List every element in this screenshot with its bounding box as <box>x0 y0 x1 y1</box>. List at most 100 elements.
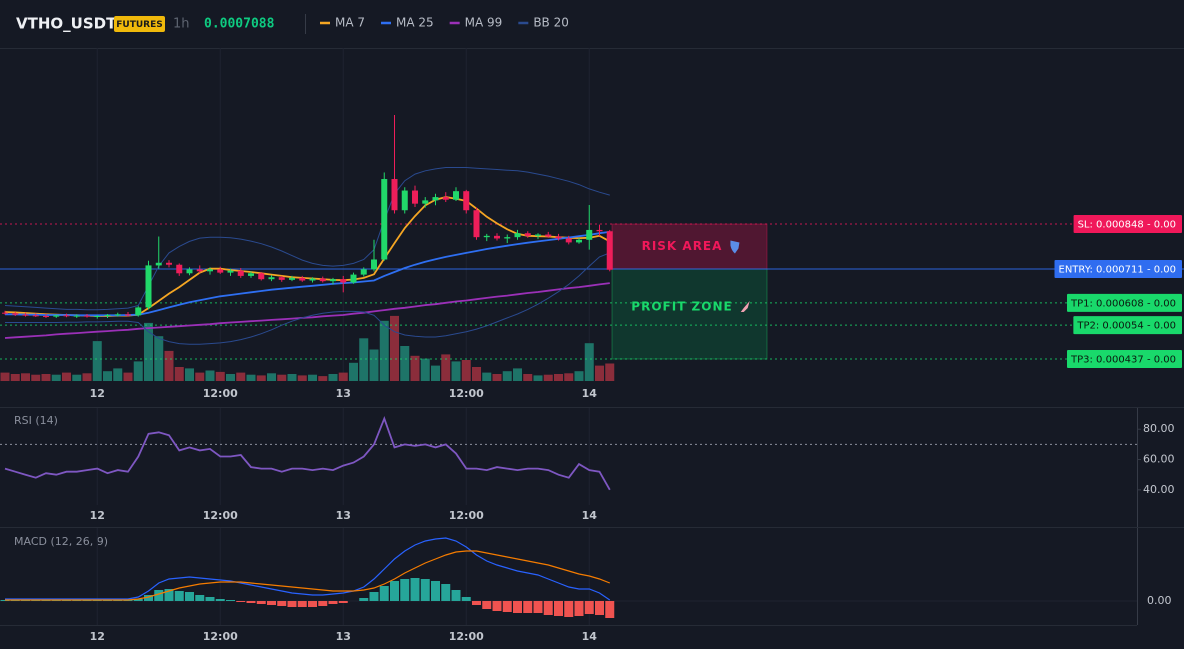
x-tick-label: 12:00 <box>449 509 484 522</box>
candle-body <box>207 269 213 272</box>
histogram-bar <box>451 590 461 601</box>
candle-body <box>391 179 398 211</box>
legend-label: BB 20 <box>533 16 569 30</box>
volume-bar <box>185 368 194 381</box>
candle-body <box>135 307 142 316</box>
candle-body <box>145 265 152 308</box>
zone-label: PROFIT ZONE <box>631 300 732 314</box>
volume-bar <box>543 374 553 381</box>
legend-label: MA 25 <box>396 16 434 30</box>
level-tag <box>1073 215 1182 234</box>
volume-bar <box>359 338 369 381</box>
histogram-bar <box>154 590 164 601</box>
volume-bar <box>554 374 563 381</box>
candle-body <box>217 269 224 273</box>
x-tick-label: 13 <box>336 509 351 522</box>
candle-body <box>576 239 582 243</box>
level-tag <box>1073 316 1182 335</box>
candle-body <box>248 273 254 276</box>
candle-body <box>73 315 80 317</box>
candle-body <box>32 315 39 317</box>
candle-body <box>268 277 275 280</box>
histogram-bar <box>205 597 215 601</box>
histogram-bar <box>564 601 574 617</box>
histogram-bar <box>226 600 235 601</box>
candle-body <box>186 269 193 274</box>
histogram-bar <box>328 601 338 604</box>
candle-body <box>53 315 60 317</box>
x-tick-label: 12:00 <box>203 387 238 400</box>
level-label: TP3: 0.000437 - 0.00 <box>1070 354 1176 365</box>
zone-label: RISK AREA <box>642 239 723 253</box>
zone-box <box>611 268 768 360</box>
volume-bar <box>103 371 112 381</box>
histogram-bar <box>174 591 184 601</box>
histogram-bar <box>287 601 297 607</box>
candle-body <box>596 229 603 232</box>
histogram-bar <box>164 589 174 601</box>
candle-body <box>330 279 336 282</box>
candle-body <box>309 278 316 281</box>
histogram-bar <box>420 579 430 601</box>
volume-bar <box>72 374 82 381</box>
x-tick-label: 13 <box>336 630 351 643</box>
candle-body <box>565 238 572 243</box>
symbol: VTHO_USDT <box>16 15 117 33</box>
candle-body <box>289 277 295 280</box>
macd-line <box>5 537 611 601</box>
candle-body <box>12 313 19 315</box>
volume-bar <box>62 372 71 381</box>
candle-body <box>586 229 593 240</box>
level-label: TP1: 0.000608 - 0.00 <box>1070 298 1176 309</box>
indicator-line <box>4 167 610 311</box>
volume-bar <box>10 374 20 381</box>
histogram-bar <box>379 586 389 601</box>
x-tick-label: 13 <box>336 387 351 400</box>
volume-bar <box>51 374 61 381</box>
volume-bar <box>297 375 307 381</box>
pane-title: RSI (14) <box>14 414 58 427</box>
candle-body <box>114 314 121 316</box>
candle-body <box>43 315 49 317</box>
histogram-bar <box>461 597 471 601</box>
candle-body <box>155 262 162 266</box>
x-tick-label: 14 <box>582 387 598 400</box>
y-tick-label: 40.00 <box>1143 483 1175 496</box>
volume-bar <box>564 373 574 381</box>
candle-body <box>350 274 357 283</box>
volume-bar <box>133 361 143 381</box>
histogram-bar <box>133 599 143 601</box>
candle-body <box>237 270 244 276</box>
histogram-bar <box>523 601 533 613</box>
legend-label: MA 7 <box>335 16 365 30</box>
candle-body <box>555 236 562 239</box>
pane-title: MACD (12, 26, 9) <box>14 535 108 548</box>
candle-body <box>381 179 388 260</box>
rocket-icon <box>740 301 750 313</box>
candle-body <box>401 190 408 211</box>
volume-bar <box>123 372 133 381</box>
volume-bar <box>605 363 615 381</box>
histogram-bar <box>472 601 481 605</box>
candle-body <box>176 264 183 274</box>
candle-body <box>196 269 203 272</box>
candle-body <box>494 235 500 239</box>
candle-body <box>63 315 70 317</box>
level-tag <box>1067 349 1182 368</box>
histogram-bar <box>318 601 328 606</box>
candle-body <box>371 259 377 270</box>
candle-body <box>473 210 480 238</box>
volume-bar <box>236 372 246 381</box>
candle-body <box>166 262 172 265</box>
histogram-bar <box>584 601 594 614</box>
histogram-bar <box>441 584 451 601</box>
candle-body <box>535 234 541 236</box>
volume-bar <box>174 367 184 381</box>
volume-bar <box>41 374 51 381</box>
level-tag <box>1054 260 1182 279</box>
volume-bar <box>523 374 533 381</box>
candle-body <box>360 269 367 275</box>
last-price: 0.0007088 <box>204 17 275 32</box>
volume-bar <box>31 374 41 381</box>
interval: 1h <box>173 17 190 32</box>
